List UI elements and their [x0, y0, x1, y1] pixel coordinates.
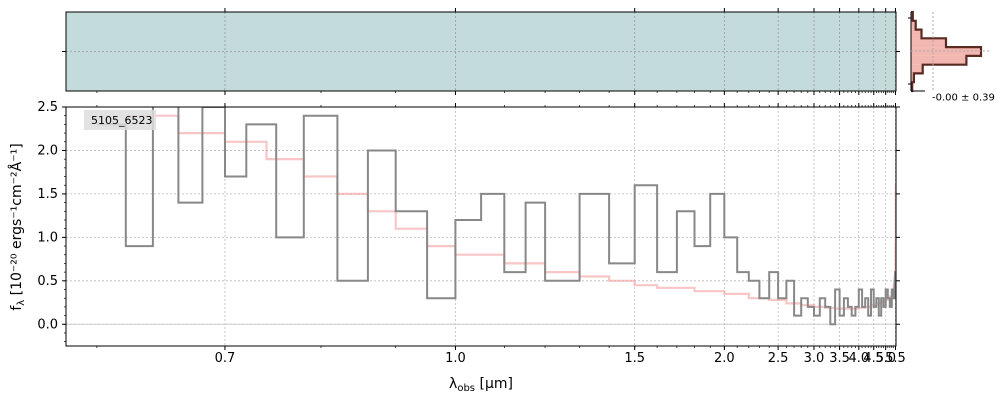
histogram-axes: [908, 12, 990, 92]
y-tick-label: 1.0: [37, 230, 58, 245]
x-axis-label: λobs [μm]: [449, 376, 513, 394]
histogram-bars: [911, 10, 983, 93]
y-tick-label: 2.0: [37, 143, 58, 158]
spectrum-1d-frame: [65, 106, 897, 347]
spectrum-2d-ticks: [62, 8, 900, 95]
x-tick-label: 2.5: [768, 351, 789, 366]
x-tick-label: 2.0: [714, 351, 735, 366]
spectrum-label-box: 5105_6523: [84, 110, 156, 130]
x-tick-label: 4.0: [848, 351, 869, 366]
histogram-annotation: -0.00 ± 0.39: [932, 92, 995, 103]
histogram-bar: [911, 29, 922, 39]
x-tick-label: 5.5: [885, 351, 906, 366]
histogram-bar: [911, 64, 923, 74]
x-tick-label: 3.0: [804, 351, 825, 366]
x-tick-label: 0.7: [215, 351, 236, 366]
spectrum-2d-grid: [66, 12, 896, 91]
y-tick-label: 2.5: [37, 100, 58, 115]
histogram-bar: [911, 73, 914, 83]
spectrum-1d-ticks: 0.7 1.0 1.5 2.0 2.5 3.0 3.54.04.55.05.5 0.0 0.5 1…: [37, 100, 906, 366]
histogram-bar: [911, 47, 981, 56]
histogram-bar: [911, 38, 946, 48]
x-tick-label: 1.0: [445, 351, 466, 366]
histogram-panel: -0.00 ± 0.39: [908, 10, 995, 103]
histogram-bar: [911, 20, 916, 30]
spectrum-2d-panel: [62, 8, 900, 95]
data-spectrum-line: [96, 107, 896, 326]
spectrum-label: 5105_6523: [91, 114, 153, 127]
x-tick-label: 3.5: [829, 351, 850, 366]
y-axis-label: fλ [10⁻²⁰ ergs⁻¹cm⁻²Å⁻¹]: [8, 143, 27, 310]
spectrum-1d-panel: 0.7 1.0 1.5 2.0 2.5 3.0 3.54.04.55.05.5 0.0 0.5 1…: [8, 100, 906, 394]
spectrum-1d-grid: [66, 106, 896, 346]
x-tick-label: 1.5: [624, 351, 645, 366]
spectrum-2d-background: [66, 12, 896, 91]
x-tick-label: 4.5: [863, 351, 884, 366]
x-tick-label: 5.0: [875, 351, 896, 366]
y-tick-label: 0.5: [37, 274, 58, 289]
histogram-bar: [911, 55, 967, 65]
y-tick-label: 1.5: [37, 187, 58, 202]
y-tick-label: 0.0: [37, 317, 58, 332]
model-spectrum-line: [125, 114, 896, 310]
